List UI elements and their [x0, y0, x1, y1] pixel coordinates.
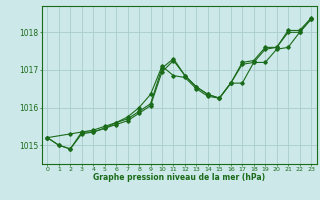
X-axis label: Graphe pression niveau de la mer (hPa): Graphe pression niveau de la mer (hPa): [93, 173, 265, 182]
